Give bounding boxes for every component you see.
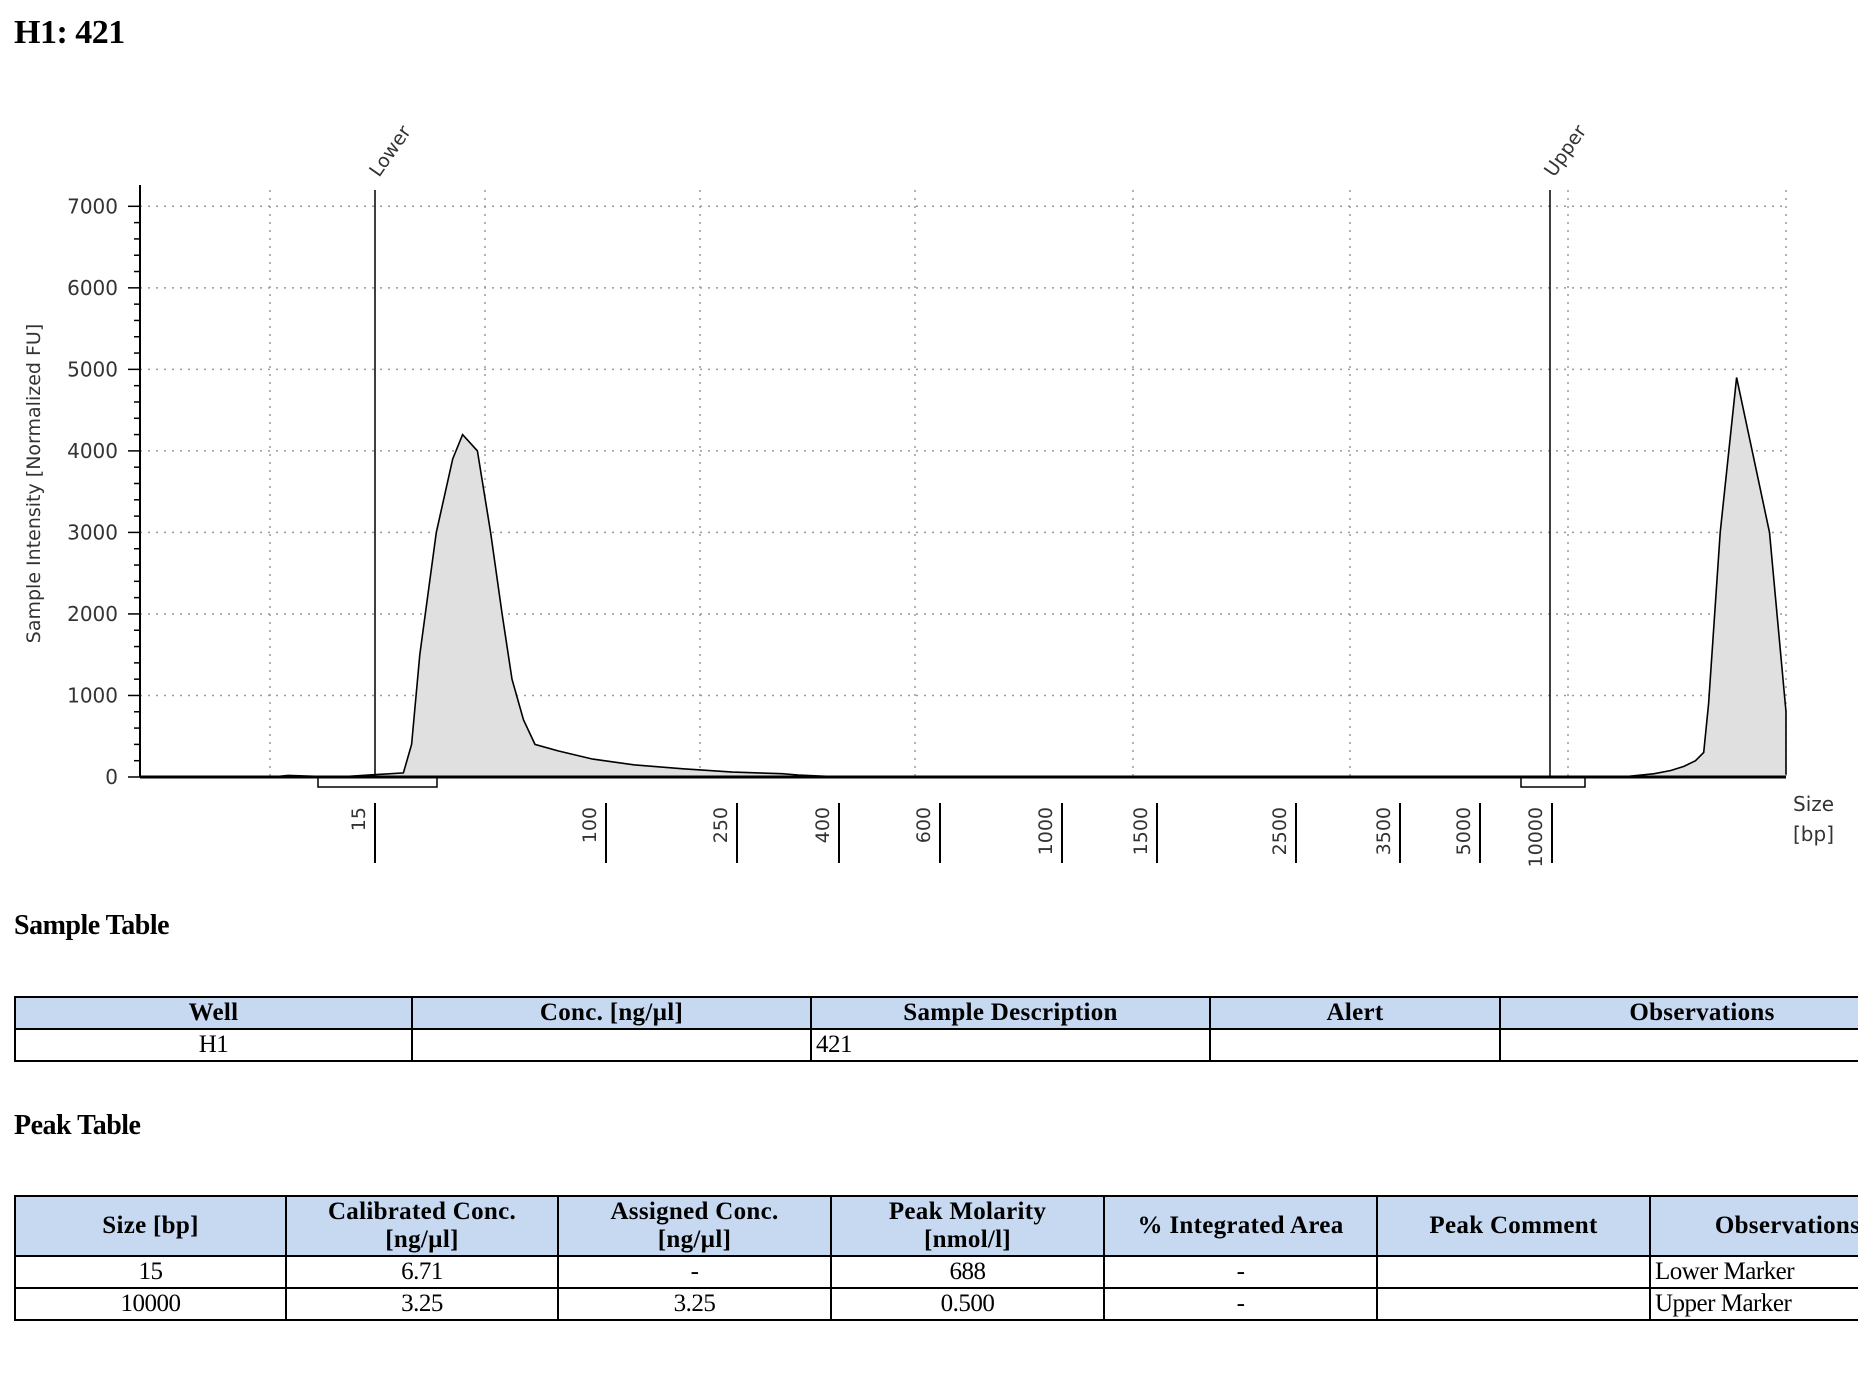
x-tick-label: 5000	[1453, 807, 1475, 855]
peak-table-column-header: % Integrated Area	[1103, 1195, 1378, 1257]
sample-table-column-header: Sample Description	[810, 996, 1211, 1030]
sample-table-cell: 421	[810, 1028, 1211, 1062]
x-axis-label: Size	[1793, 792, 1834, 816]
peak-table-cell: 688	[830, 1255, 1105, 1289]
x-tick-label: 250	[710, 807, 732, 843]
electropherogram-chart: 0 1000 2000 3000 4000 5000 6000 7000 Sample Inte…	[23, 121, 1834, 867]
x-tick-label: 10000	[1525, 807, 1547, 867]
peak-table-cell: 15	[14, 1255, 287, 1289]
sample-table: Well Conc. [ng/µl] Sample Description Alert…	[14, 996, 1858, 1062]
sample-table-column-header: Well	[14, 996, 413, 1030]
peak-table-cell	[1376, 1287, 1651, 1321]
peak-table: Size [bp] Calibrated Conc. [ng/µl] Assigned…	[14, 1195, 1858, 1321]
peak-table-column-header: Peak Molarity [nmol/l]	[830, 1195, 1105, 1257]
x-tick-label: 15	[348, 807, 370, 831]
y-axis-label: Sample Intensity [Normalized FU]	[23, 324, 45, 643]
sample-table-cell	[411, 1028, 812, 1062]
x-axis-label: [bp]	[1793, 822, 1834, 846]
x-tick-label: 100	[579, 807, 601, 843]
signal-area	[140, 377, 1786, 777]
peak-table-column-header: Assigned Conc. [ng/µl]	[557, 1195, 832, 1257]
y-tick-label: 7000	[67, 194, 118, 218]
signal-trace	[140, 377, 1787, 778]
peak-table-header-row: Size [bp] Calibrated Conc. [ng/µl] Assigned…	[14, 1195, 1858, 1257]
y-tick-label: 5000	[67, 357, 118, 381]
peak-table-cell	[1376, 1255, 1651, 1289]
y-tick-label: 1000	[67, 683, 118, 707]
sample-table-column-header: Alert	[1209, 996, 1501, 1030]
y-tick-label: 0	[105, 765, 118, 789]
sample-table-cell	[1499, 1028, 1858, 1062]
marker-label: Upper	[1540, 121, 1591, 181]
peak-table-cell: Lower Marker	[1649, 1255, 1858, 1289]
x-tick-label: 1500	[1130, 807, 1152, 855]
peak-table-column-header: Observations	[1649, 1195, 1858, 1257]
x-tick-label: 3500	[1373, 807, 1395, 855]
y-tick-label: 6000	[67, 276, 118, 300]
y-tick-label: 2000	[67, 602, 118, 626]
peak-table-cell: -	[557, 1255, 832, 1289]
peak-integration-bracket	[317, 777, 438, 788]
table-row: 15 6.71-688- Lower Marker	[14, 1255, 1858, 1289]
x-tick-label: 2500	[1269, 807, 1291, 855]
sample-table-header-row: Well Conc. [ng/µl] Sample Description Alert…	[14, 996, 1858, 1030]
peak-table-cell: 3.25	[285, 1287, 559, 1321]
sample-table-column-header: Observations	[1499, 996, 1858, 1030]
table-row: 10000 3.25 3.25 0.500- Upper Marker	[14, 1287, 1858, 1321]
x-tick-label: 400	[812, 807, 834, 843]
y-tick-label: 4000	[67, 439, 118, 463]
peak-table-cell: -	[1103, 1287, 1378, 1321]
marker-label: Lower	[365, 121, 416, 180]
peak-table-cell: -	[1103, 1255, 1378, 1289]
sample-table-heading: Sample Table	[14, 910, 170, 941]
peak-table-column-header: Calibrated Conc. [ng/µl]	[285, 1195, 559, 1257]
table-row: H1 421	[14, 1028, 1858, 1062]
peak-integration-bracket	[1520, 777, 1586, 788]
peak-table-cell: Upper Marker	[1649, 1287, 1858, 1321]
x-tick-label: 600	[913, 807, 935, 843]
peak-table-column-header: Peak Comment	[1376, 1195, 1651, 1257]
sample-table-column-header: Conc. [ng/µl]	[411, 996, 812, 1030]
peak-table-cell: 10000	[14, 1287, 287, 1321]
peak-table-cell: 0.500	[830, 1287, 1105, 1321]
sample-table-cell: H1	[14, 1028, 413, 1062]
y-tick-label: 3000	[67, 520, 118, 544]
peak-table-cell: 6.71	[285, 1255, 559, 1289]
x-tick-label: 1000	[1035, 807, 1057, 855]
sample-table-cell	[1209, 1028, 1501, 1062]
peak-table-heading: Peak Table	[14, 1110, 141, 1141]
peak-table-column-header: Size [bp]	[14, 1195, 287, 1257]
peak-table-cell: 3.25	[557, 1287, 832, 1321]
page-title: H1: 421	[14, 14, 125, 51]
